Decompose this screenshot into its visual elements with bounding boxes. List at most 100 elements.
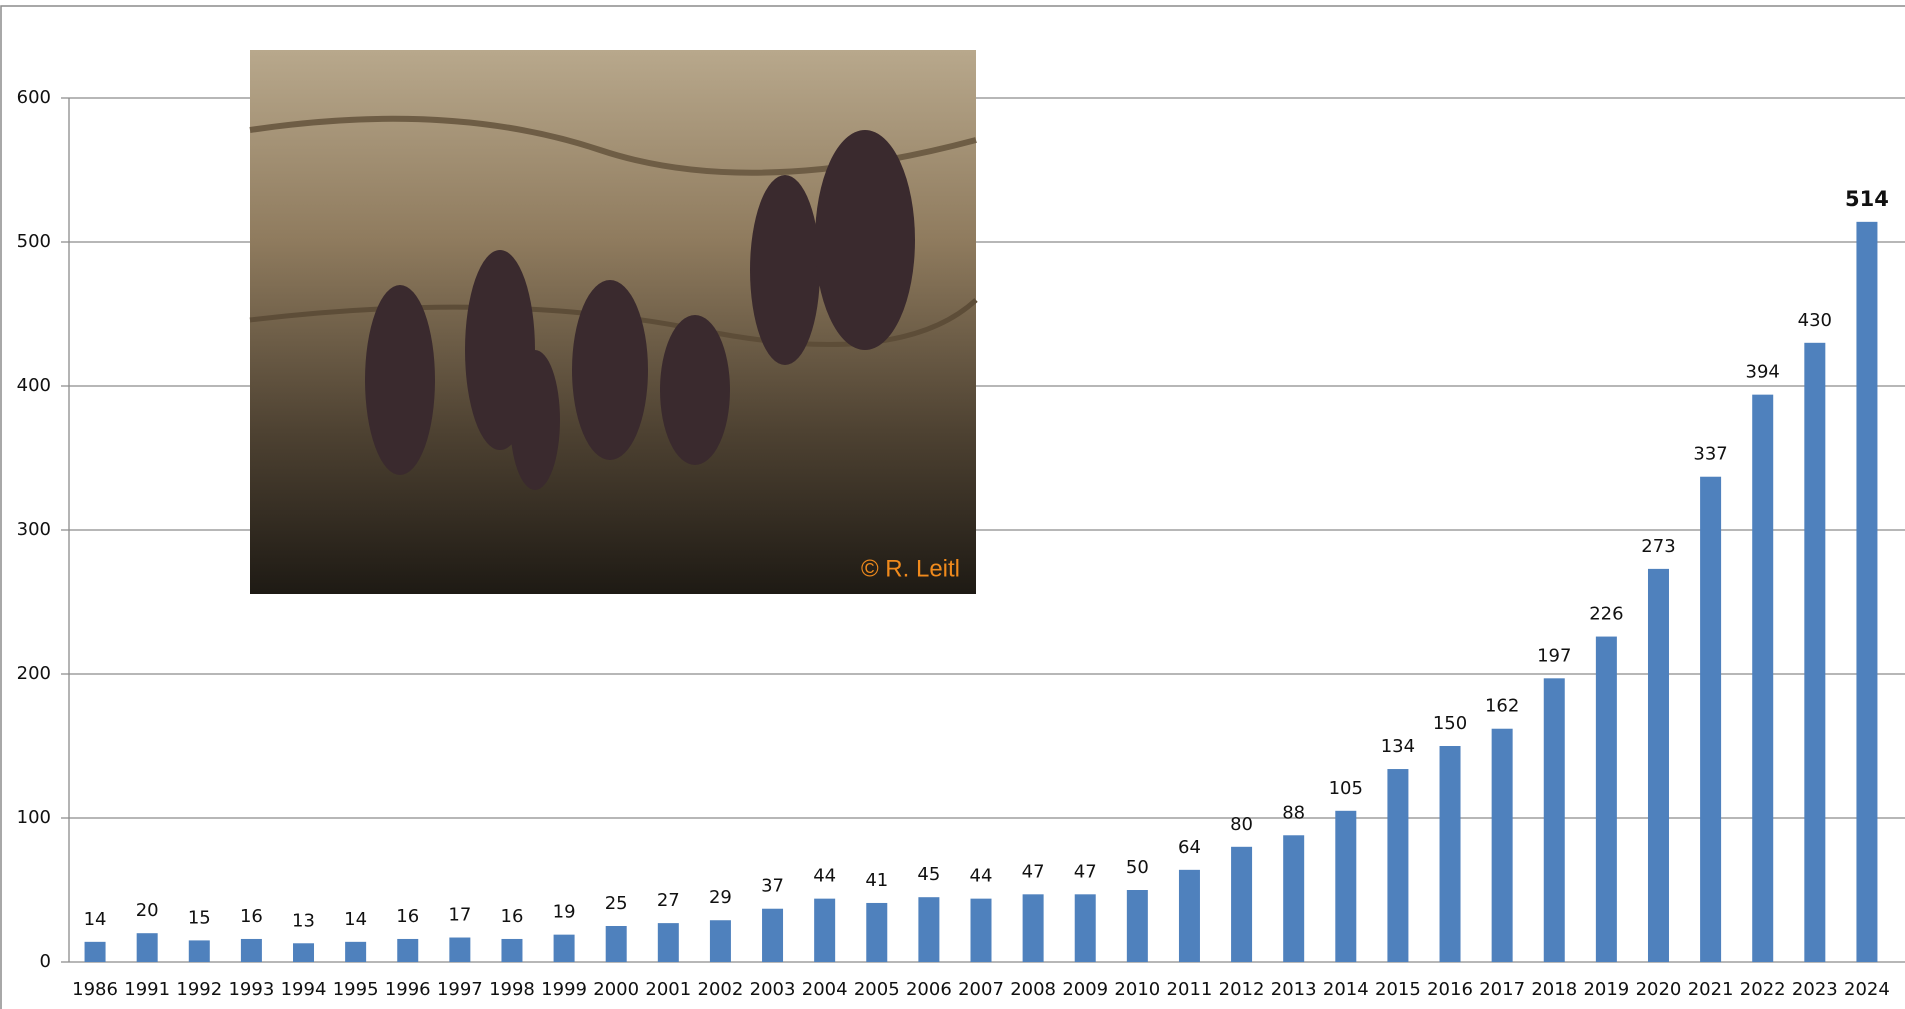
- x-tick-label: 2023: [1792, 979, 1838, 1000]
- bar: [970, 898, 992, 962]
- bar: [866, 902, 888, 962]
- bar: [188, 940, 210, 962]
- x-tick-label: 2022: [1740, 979, 1786, 1000]
- x-tick-label: 2018: [1531, 979, 1577, 1000]
- data-label: 44: [970, 866, 993, 887]
- x-tick-label: 2008: [1010, 979, 1056, 1000]
- bar: [449, 937, 471, 962]
- bar: [1335, 810, 1357, 962]
- data-label: 17: [448, 905, 471, 926]
- y-tick-label: 100: [17, 807, 51, 828]
- data-label: 80: [1230, 814, 1253, 835]
- data-label: 19: [553, 902, 576, 923]
- data-label: 27: [657, 890, 680, 911]
- data-label: 13: [292, 910, 315, 931]
- x-tick-label: 2017: [1479, 979, 1525, 1000]
- data-label: 514: [1845, 187, 1889, 211]
- x-tick-label: 2001: [645, 979, 691, 1000]
- x-tick-label: 1996: [385, 979, 431, 1000]
- x-tick-label: 1993: [228, 979, 274, 1000]
- data-label: 197: [1537, 645, 1571, 666]
- bar: [709, 920, 731, 962]
- bar: [345, 941, 367, 962]
- bar: [605, 926, 627, 962]
- x-tick-label: 1997: [437, 979, 483, 1000]
- bar: [1595, 636, 1617, 962]
- x-tick-label: 2010: [1114, 979, 1160, 1000]
- x-tick-label: 1995: [333, 979, 379, 1000]
- bar: [501, 938, 523, 962]
- data-label: 273: [1641, 536, 1675, 557]
- x-tick-label: 2013: [1271, 979, 1317, 1000]
- bar: [1439, 746, 1461, 962]
- x-tick-label: 1992: [176, 979, 222, 1000]
- bar: [1283, 835, 1305, 962]
- bar: [1491, 728, 1513, 962]
- data-label: 14: [344, 909, 367, 930]
- x-tick-label: 2003: [750, 979, 796, 1000]
- x-tick-label: 2019: [1583, 979, 1629, 1000]
- bar: [136, 933, 158, 962]
- x-tick-label: 2015: [1375, 979, 1421, 1000]
- x-tick-label: 2016: [1427, 979, 1473, 1000]
- bar: [293, 943, 315, 962]
- data-label: 16: [396, 906, 419, 927]
- x-tick-label: 2009: [1062, 979, 1108, 1000]
- data-label: 25: [605, 893, 628, 914]
- y-tick-label: 200: [17, 663, 51, 684]
- bar: [240, 938, 262, 962]
- x-tick-label: 2020: [1636, 979, 1682, 1000]
- x-tick-label: 2000: [593, 979, 639, 1000]
- x-tick-label: 1986: [72, 979, 118, 1000]
- image-credit: © R. Leitl: [861, 555, 960, 582]
- x-tick-label: 2002: [698, 979, 744, 1000]
- x-tick-label: 2012: [1219, 979, 1265, 1000]
- bar: [1074, 894, 1096, 962]
- bar: [1700, 476, 1722, 962]
- x-tick-label: 2011: [1167, 979, 1213, 1000]
- bar: [1126, 890, 1148, 962]
- data-label: 105: [1329, 778, 1363, 799]
- bar: [1178, 869, 1200, 962]
- bar: [814, 898, 836, 962]
- data-label: 226: [1589, 604, 1623, 625]
- chart-frame: [0, 5, 1905, 1009]
- data-label: 20: [136, 900, 159, 921]
- photo: © R. Leitl: [249, 50, 978, 594]
- data-label: 162: [1485, 696, 1519, 717]
- data-label: 41: [865, 870, 888, 891]
- x-tick-label: 2024: [1844, 979, 1890, 1000]
- data-label: 50: [1126, 857, 1149, 878]
- y-tick-label: 0: [40, 951, 51, 972]
- bar: [397, 938, 419, 962]
- x-tick-label: 2006: [906, 979, 952, 1000]
- data-label: 337: [1693, 444, 1727, 465]
- data-label: 15: [188, 907, 211, 928]
- data-label: 16: [240, 906, 263, 927]
- data-label: 394: [1746, 362, 1780, 383]
- data-label: 150: [1433, 713, 1467, 734]
- y-tick-label: 400: [17, 375, 51, 396]
- x-tick-label: 2007: [958, 979, 1004, 1000]
- x-tick-label: 2014: [1323, 979, 1369, 1000]
- bar: [1804, 342, 1826, 962]
- bar: [1647, 568, 1669, 962]
- bar: [1231, 846, 1253, 962]
- x-tick-label: 1998: [489, 979, 535, 1000]
- data-label: 88: [1282, 802, 1305, 823]
- x-tick-label: 2021: [1688, 979, 1734, 1000]
- data-label: 14: [84, 909, 107, 930]
- x-tick-label: 2004: [802, 979, 848, 1000]
- bar: [1387, 769, 1409, 962]
- bar: [1856, 221, 1878, 963]
- data-label: 47: [1074, 861, 1097, 882]
- data-label: 37: [761, 876, 784, 897]
- data-label: 45: [917, 864, 940, 885]
- data-label: 430: [1798, 310, 1832, 331]
- x-tick-label: 2005: [854, 979, 900, 1000]
- data-label: 29: [709, 887, 732, 908]
- bar: [762, 908, 784, 962]
- y-tick-label: 600: [17, 87, 51, 108]
- x-tick-label: 1994: [281, 979, 327, 1000]
- bar: [1752, 394, 1774, 962]
